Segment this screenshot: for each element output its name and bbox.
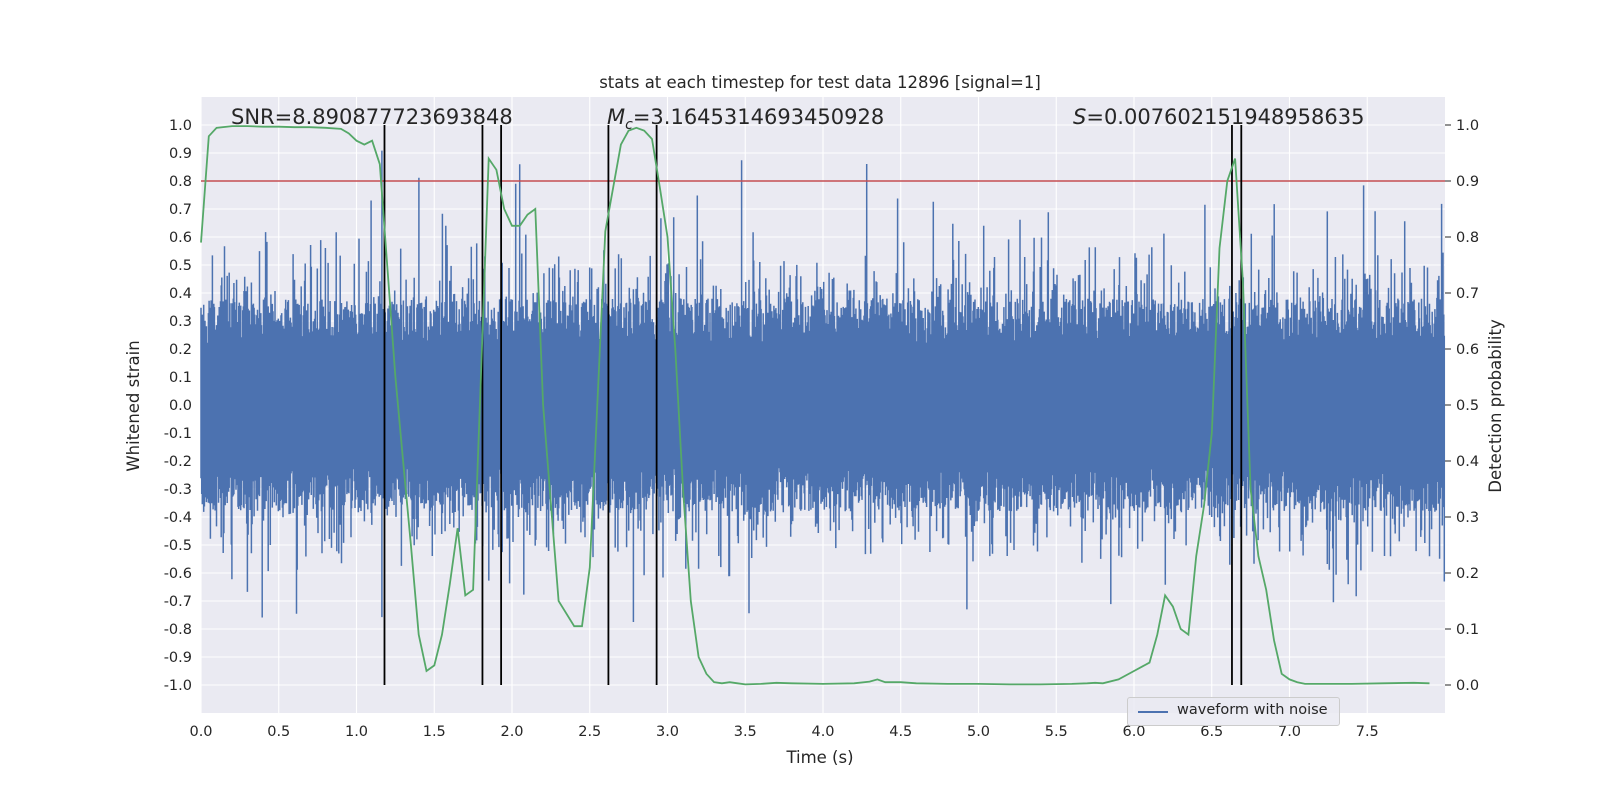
x-tick-label: 7.5	[1356, 724, 1379, 740]
x-axis-label: Time (s)	[785, 748, 853, 767]
vertical-markers	[383, 125, 1243, 685]
y-axis-label-right: Detection probability	[1486, 319, 1505, 493]
x-tick-label: 6.0	[1122, 724, 1145, 740]
y-ticks-right: 1.0 0.9 0.8 0.7 0.6 0.5 0.4 0.3 0.2 0.1 0.0	[1445, 118, 1479, 694]
y-tick-label: -0.8	[164, 622, 192, 638]
x-tick-label: 1.5	[423, 724, 446, 740]
y-right-tick-label: 1.0	[1456, 118, 1479, 134]
legend-label: waveform with noise	[1177, 702, 1328, 718]
y-tick-label: 1.0	[169, 118, 192, 134]
probability-series	[200, 125, 1430, 686]
chart-title: stats at each timestep for test data 128…	[599, 73, 1041, 92]
y-tick-label: 0.4	[169, 286, 192, 302]
y-right-tick-label: 0.0	[1456, 678, 1479, 694]
waveform-series	[200, 150, 1446, 622]
x-tick-label: 4.0	[811, 724, 834, 740]
waveform-trace	[200, 150, 1446, 622]
y-tick-label: 0.9	[169, 146, 192, 162]
y-ticks-left: 1.0 0.9 0.8 0.7 0.6 0.5 0.4 0.3 0.2 0.1 0.0 -0.1 -0.…	[164, 118, 192, 694]
y-right-tick-label: 0.2	[1456, 566, 1479, 582]
y-right-tick-label: 0.9	[1456, 174, 1479, 190]
y-tick-label: 0.5	[169, 258, 192, 274]
y-tick-label: -0.3	[164, 482, 192, 498]
s-annotation: S=0.007602151948958635	[1073, 105, 1364, 129]
x-ticks: 0.0 0.5 1.0 1.5 2.0 2.5 3.0 3.5 4.0 4.5 5.0 5.5 6.0 6…	[189, 724, 1378, 740]
x-tick-label: 1.0	[345, 724, 368, 740]
x-tick-label: 3.5	[734, 724, 757, 740]
x-tick-label: 2.0	[500, 724, 523, 740]
y-right-tick-label: 0.4	[1456, 454, 1479, 470]
y-tick-label: 0.2	[169, 342, 192, 358]
chirp-mass-annotation: Mc=3.1645314693450928	[607, 105, 884, 133]
x-tick-label: 0.0	[189, 724, 212, 740]
y-tick-label: 0.3	[169, 314, 192, 330]
y-right-tick-label: 0.8	[1456, 230, 1479, 246]
y-tick-label: -0.1	[164, 426, 192, 442]
y-tick-label: -0.6	[164, 566, 192, 582]
x-tick-label: 6.5	[1200, 724, 1223, 740]
y-tick-label: -0.5	[164, 538, 192, 554]
x-tick-label: 5.0	[967, 724, 990, 740]
y-right-tick-label: 0.7	[1456, 286, 1479, 302]
legend: waveform with noise	[1127, 697, 1340, 726]
y-right-tick-label: 0.3	[1456, 510, 1479, 526]
x-tick-label: 3.0	[656, 724, 679, 740]
y-right-tick-label: 0.1	[1456, 622, 1479, 638]
x-tick-label: 0.5	[267, 724, 290, 740]
y-tick-label: 0.0	[169, 398, 192, 414]
y-tick-label: -0.4	[164, 510, 192, 526]
y-axis-label: Whitened strain	[124, 340, 143, 471]
x-tick-label: 4.5	[889, 724, 912, 740]
legend-swatch	[1138, 711, 1168, 713]
x-tick-label: 5.5	[1045, 724, 1068, 740]
x-tick-label: 7.0	[1278, 724, 1301, 740]
snr-annotation: SNR=8.890877723693848	[231, 105, 513, 129]
y-tick-label: 0.7	[169, 202, 192, 218]
y-tick-label: 0.6	[169, 230, 192, 246]
y-right-tick-label: 0.6	[1456, 342, 1479, 358]
y-tick-label: -0.7	[164, 594, 192, 610]
y-tick-label: 0.1	[169, 370, 192, 386]
x-tick-label: 2.5	[578, 724, 601, 740]
y-tick-label: -1.0	[164, 678, 192, 694]
y-tick-label: -0.9	[164, 650, 192, 666]
y-right-tick-label: 0.5	[1456, 398, 1479, 414]
y-tick-label: 0.8	[169, 174, 192, 190]
y-tick-label: -0.2	[164, 454, 192, 470]
